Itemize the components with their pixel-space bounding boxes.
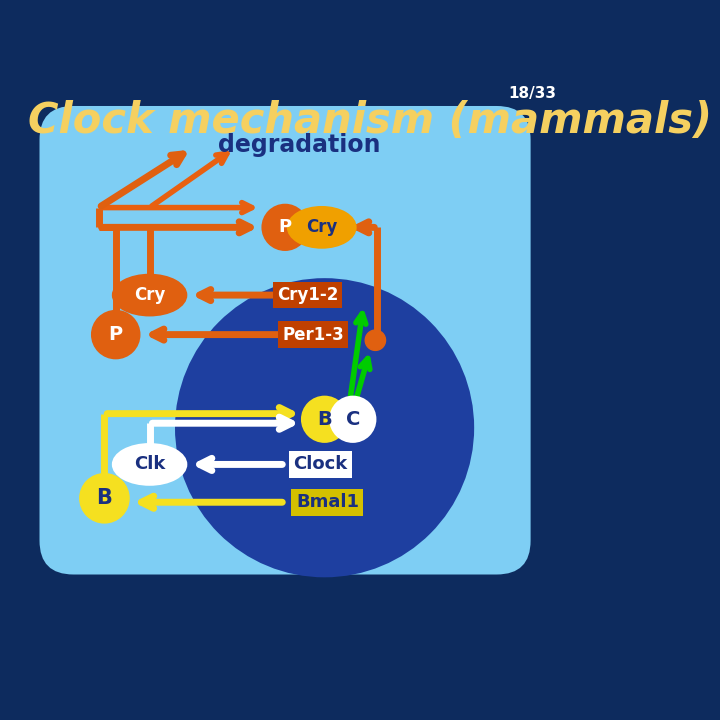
Text: degradation: degradation bbox=[218, 133, 380, 158]
Circle shape bbox=[92, 311, 140, 359]
Circle shape bbox=[80, 474, 129, 523]
Text: Bmal1: Bmal1 bbox=[296, 493, 359, 511]
Text: Clk: Clk bbox=[134, 456, 166, 474]
Text: Clock mechanism (mammals): Clock mechanism (mammals) bbox=[28, 100, 712, 143]
Ellipse shape bbox=[113, 275, 186, 315]
Circle shape bbox=[175, 278, 474, 577]
FancyBboxPatch shape bbox=[40, 106, 531, 575]
Text: Per1-3: Per1-3 bbox=[282, 325, 344, 343]
Circle shape bbox=[330, 397, 375, 442]
Text: Cry: Cry bbox=[306, 218, 338, 236]
Ellipse shape bbox=[113, 444, 186, 485]
Text: P: P bbox=[279, 218, 292, 236]
Text: B: B bbox=[318, 410, 332, 429]
Circle shape bbox=[263, 204, 307, 250]
Text: Cry: Cry bbox=[134, 286, 166, 304]
Circle shape bbox=[302, 397, 347, 442]
Text: Clock: Clock bbox=[294, 456, 348, 474]
Ellipse shape bbox=[288, 207, 356, 248]
Text: Cry1-2: Cry1-2 bbox=[277, 286, 338, 304]
Text: C: C bbox=[346, 410, 360, 429]
Text: B: B bbox=[96, 488, 112, 508]
Circle shape bbox=[365, 330, 385, 351]
Text: 18/33: 18/33 bbox=[508, 86, 556, 102]
Text: P: P bbox=[109, 325, 123, 344]
